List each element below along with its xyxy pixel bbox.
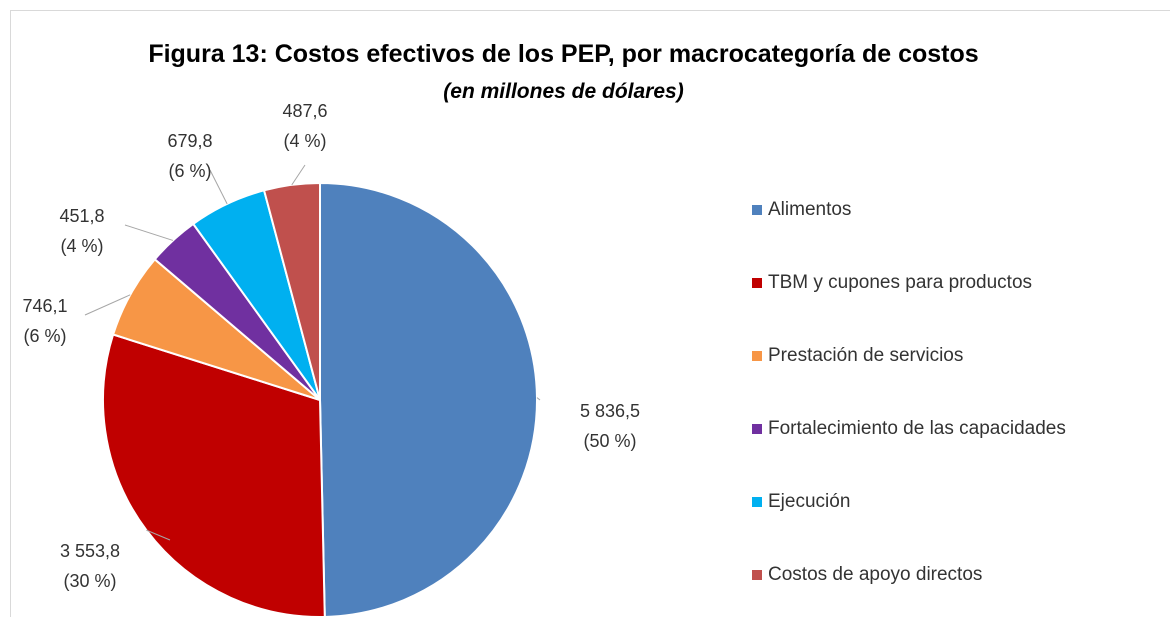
chart-title-block: Figura 13: Costos efectivos de los PEP, … [141, 36, 986, 110]
data-label: 679,8 [167, 131, 212, 151]
data-label-percent: (50 %) [583, 431, 636, 451]
pie-slice [102, 333, 326, 617]
leader-line [146, 529, 171, 541]
leader-line [124, 224, 174, 241]
leader-line [291, 164, 306, 186]
pie-slice [262, 181, 321, 401]
legend-swatch [752, 351, 762, 361]
legend-swatch [752, 278, 762, 288]
leader-line [209, 169, 228, 205]
leader-line [84, 294, 131, 316]
legend-label: Fortalecimiento de las capacidades [768, 418, 1066, 439]
chart-title: Figura 13: Costos efectivos de los PEP, … [148, 40, 979, 68]
chart-border [10, 10, 1170, 617]
data-label: 746,1 [22, 296, 67, 316]
pie-slice [319, 181, 538, 617]
legend-swatch [752, 497, 762, 507]
legend-label: Alimentos [768, 199, 851, 220]
legend-label: Costos de apoyo directos [768, 564, 982, 585]
data-label-percent: (6 %) [23, 326, 66, 346]
legend-swatch [752, 424, 762, 434]
legend-swatch [752, 205, 762, 215]
data-label-percent: (30 %) [63, 571, 116, 591]
legend-swatch [752, 570, 762, 580]
legend-label: TBM y cupones para productos [768, 272, 1032, 293]
data-label: 3 553,8 [60, 541, 120, 561]
data-label: 487,6 [282, 101, 327, 121]
data-label-percent: (4 %) [283, 131, 326, 151]
data-label-percent: (6 %) [168, 161, 211, 181]
legend-label: Ejecución [768, 491, 850, 512]
leader-line [536, 397, 541, 401]
data-label: 5 836,5 [580, 401, 640, 421]
legend-label: Prestación de servicios [768, 345, 963, 366]
chart-subtitle: (en millones de dólares) [443, 80, 684, 103]
data-label-percent: (4 %) [60, 236, 103, 256]
data-label: 451,8 [59, 206, 104, 226]
